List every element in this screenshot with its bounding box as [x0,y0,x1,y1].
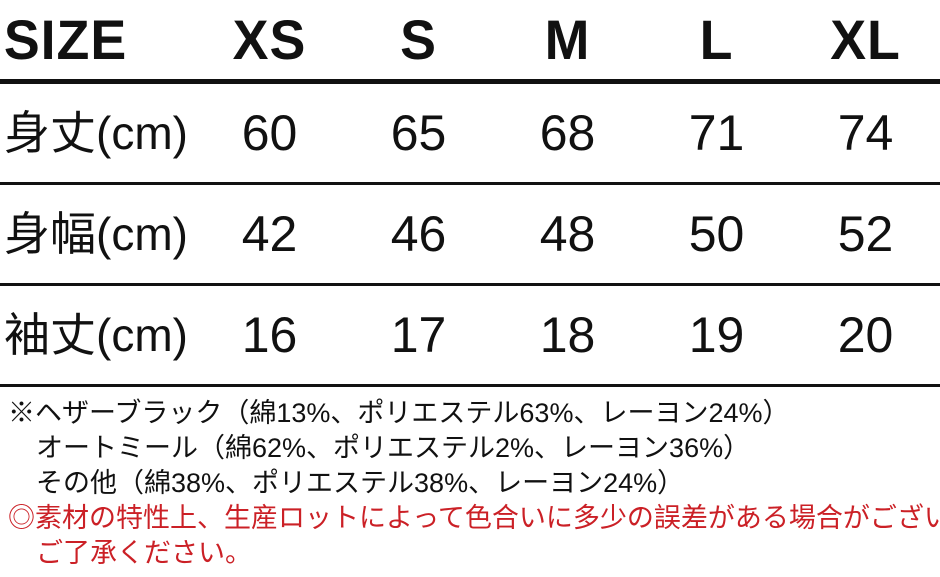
value-sleeve-length-xl: 20 [837,307,894,363]
size-col-header-l: L [699,7,734,71]
size-header-label: SIZE [3,7,128,71]
material-composition-notes: ※ヘザーブラック（綿13%、ポリエステル63%、レーヨン24%） オートミール（… [8,396,932,501]
value-sleeve-length-m: 18 [539,307,596,363]
value-body-length-xs: 60 [241,105,298,161]
value-body-width-l: 50 [688,206,745,262]
value-sleeve-length-xs: 16 [241,307,298,363]
row-label-body-width: 身幅(cm) [4,208,188,260]
value-body-width-m: 48 [539,206,596,262]
value-body-width-xl: 52 [837,206,894,262]
material-note-heather-black: ※ヘザーブラック（綿13%、ポリエステル63%、レーヨン24%） [8,398,790,428]
table-row-body-width: 身幅(cm) 42 46 48 50 52 [0,185,940,286]
row-label-body-length: 身丈(cm) [4,107,188,159]
warning-line-closing: ご了承ください。 [36,538,252,568]
warning-line-main: ◎素材の特性上、生産ロットによって色合いに多少の誤差がある場合がございます。 [8,503,940,533]
table-row-sleeve-length: 袖丈(cm) 16 17 18 19 20 [0,286,940,387]
value-body-length-l: 71 [688,105,745,161]
size-col-header-xs: XS [232,7,307,71]
value-body-width-xs: 42 [241,206,298,262]
size-table-header-row: SIZE XS S M L XL [0,0,940,84]
size-col-header-xl: XL [830,7,901,71]
value-sleeve-length-l: 19 [688,307,745,363]
table-row-body-length: 身丈(cm) 60 65 68 71 74 [0,84,940,185]
size-col-header-s: S [400,7,437,71]
size-table: SIZE XS S M L XL 身丈(cm) 60 65 68 71 74 身… [0,0,940,387]
material-note-oatmeal: オートミール（綿62%、ポリエステル2%、レーヨン36%） [36,433,751,463]
value-body-length-s: 65 [390,105,447,161]
row-label-sleeve-length: 袖丈(cm) [4,309,188,361]
value-body-length-xl: 74 [837,105,894,161]
material-note-others: その他（綿38%、ポリエステル38%、レーヨン24%） [36,468,685,498]
value-body-width-s: 46 [390,206,447,262]
value-body-length-m: 68 [539,105,596,161]
footnotes: ※ヘザーブラック（綿13%、ポリエステル63%、レーヨン24%） オートミール（… [0,387,940,571]
color-variation-warning: ◎素材の特性上、生産ロットによって色合いに多少の誤差がある場合がございます。 ご… [8,501,940,571]
value-sleeve-length-s: 17 [390,307,447,363]
size-col-header-m: M [544,7,591,71]
